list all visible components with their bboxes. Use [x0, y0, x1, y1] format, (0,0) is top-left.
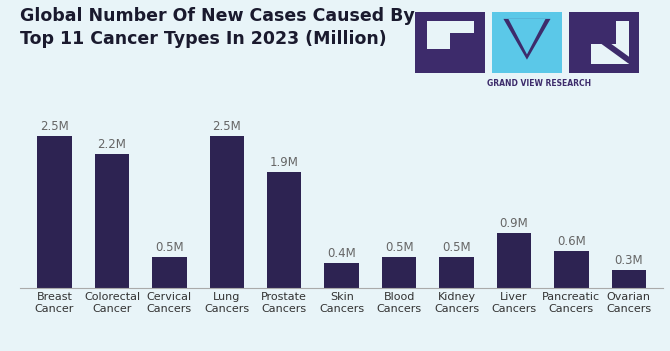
Bar [427, 49, 474, 64]
Bar [579, 21, 616, 44]
Bar [579, 21, 592, 64]
Bar [152, 257, 187, 288]
Bar [440, 257, 474, 288]
Bar [492, 12, 561, 73]
Bar [324, 264, 359, 288]
Bar [450, 33, 474, 49]
Polygon shape [509, 19, 545, 54]
Bar [210, 136, 244, 288]
Bar [579, 21, 628, 64]
Text: GRAND VIEW RESEARCH: GRAND VIEW RESEARCH [487, 79, 592, 88]
Text: 0.6M: 0.6M [557, 235, 586, 248]
Bar [382, 257, 416, 288]
Bar [267, 172, 302, 288]
Text: 2.5M: 2.5M [40, 120, 69, 133]
Text: 0.9M: 0.9M [500, 217, 529, 230]
Text: 0.5M: 0.5M [385, 241, 413, 254]
Text: 2.2M: 2.2M [98, 138, 127, 151]
Text: 0.5M: 0.5M [442, 241, 471, 254]
Text: 2.5M: 2.5M [212, 120, 241, 133]
Polygon shape [601, 44, 639, 64]
Polygon shape [497, 18, 557, 67]
Text: 0.3M: 0.3M [614, 253, 643, 266]
Bar [38, 136, 72, 288]
Bar [554, 251, 589, 288]
Bar [415, 12, 485, 73]
Polygon shape [503, 19, 551, 60]
Bar [612, 270, 646, 288]
Bar [569, 12, 639, 73]
Text: 0.4M: 0.4M [328, 247, 356, 260]
Bar [94, 154, 129, 288]
Bar [496, 233, 531, 288]
Text: Global Number Of New Cases Caused By
Top 11 Cancer Types In 2023 (Million): Global Number Of New Cases Caused By Top… [20, 7, 415, 48]
Text: 0.5M: 0.5M [155, 241, 184, 254]
Bar [427, 21, 474, 64]
Text: 1.9M: 1.9M [270, 156, 299, 169]
